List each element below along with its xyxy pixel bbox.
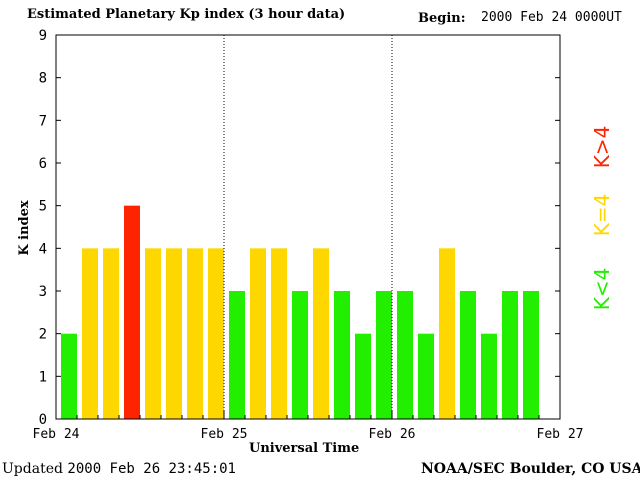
- x-tick-label: Feb 26: [369, 427, 416, 442]
- kp-bar: [61, 333, 77, 419]
- kp-bar: [187, 248, 203, 419]
- kp-bar: [250, 248, 266, 419]
- kp-bar: [418, 333, 434, 419]
- legend-item: K=4: [590, 194, 614, 237]
- kp-bar: [334, 291, 350, 419]
- kp-bar: [355, 333, 371, 419]
- y-axis-label: K index: [17, 200, 32, 256]
- kp-bar: [82, 248, 98, 419]
- kp-bar: [397, 291, 413, 419]
- legend: K<4 K=4 K>4: [590, 126, 614, 311]
- kp-bar: [376, 291, 392, 419]
- kp-bar: [460, 291, 476, 419]
- kp-bar: [292, 291, 308, 419]
- updated-label: Updated: [2, 461, 63, 477]
- y-tick-label: 9: [39, 28, 47, 44]
- source-credit: NOAA/SEC Boulder, CO USA: [421, 461, 640, 477]
- kp-bar: [313, 248, 329, 419]
- kp-bar: [229, 291, 245, 419]
- y-tick-label: 6: [39, 156, 47, 172]
- bars-layer: [61, 205, 539, 419]
- kp-bar: [103, 248, 119, 419]
- kp-bar: [481, 333, 497, 419]
- x-tick-label: Feb 24: [33, 427, 80, 442]
- kp-bar: [439, 248, 455, 419]
- updated-stamp: Updated 2000 Feb 26 23:45:01: [2, 461, 236, 477]
- y-tick-label: 0: [39, 412, 47, 428]
- x-axis-label: Universal Time: [249, 441, 360, 456]
- chart-title: Estimated Planetary Kp index (3 hour dat…: [27, 7, 346, 22]
- y-tick-label: 4: [39, 241, 47, 257]
- y-tick-label: 8: [39, 71, 47, 87]
- y-tick-label: 2: [39, 327, 47, 343]
- kp-bar: [208, 248, 224, 419]
- y-tick-label: 1: [39, 369, 47, 385]
- y-tick-label: 3: [39, 284, 47, 300]
- legend-item: K>4: [590, 126, 614, 169]
- kp-bar: [166, 248, 182, 419]
- x-tick-label: Feb 25: [201, 427, 248, 442]
- begin-value: 2000 Feb 24 0000UT: [481, 10, 622, 25]
- kp-bar: [502, 291, 518, 419]
- kp-bar: [145, 248, 161, 419]
- y-tick-label: 5: [39, 199, 47, 215]
- kp-bar: [124, 205, 140, 419]
- kp-bar: [271, 248, 287, 419]
- y-tick-label: 7: [39, 113, 47, 129]
- begin-label: Begin:: [418, 11, 466, 26]
- legend-item: K<4: [590, 268, 614, 311]
- x-tick-label: Feb 27: [537, 427, 584, 442]
- updated-value: 2000 Feb 26 23:45:01: [67, 461, 236, 477]
- kp-bar: [523, 291, 539, 419]
- axes-layer: 0 1 2 3 4 5 6 7 8 9 Feb 24 Feb 25 Feb 26 Feb 27: [33, 28, 584, 442]
